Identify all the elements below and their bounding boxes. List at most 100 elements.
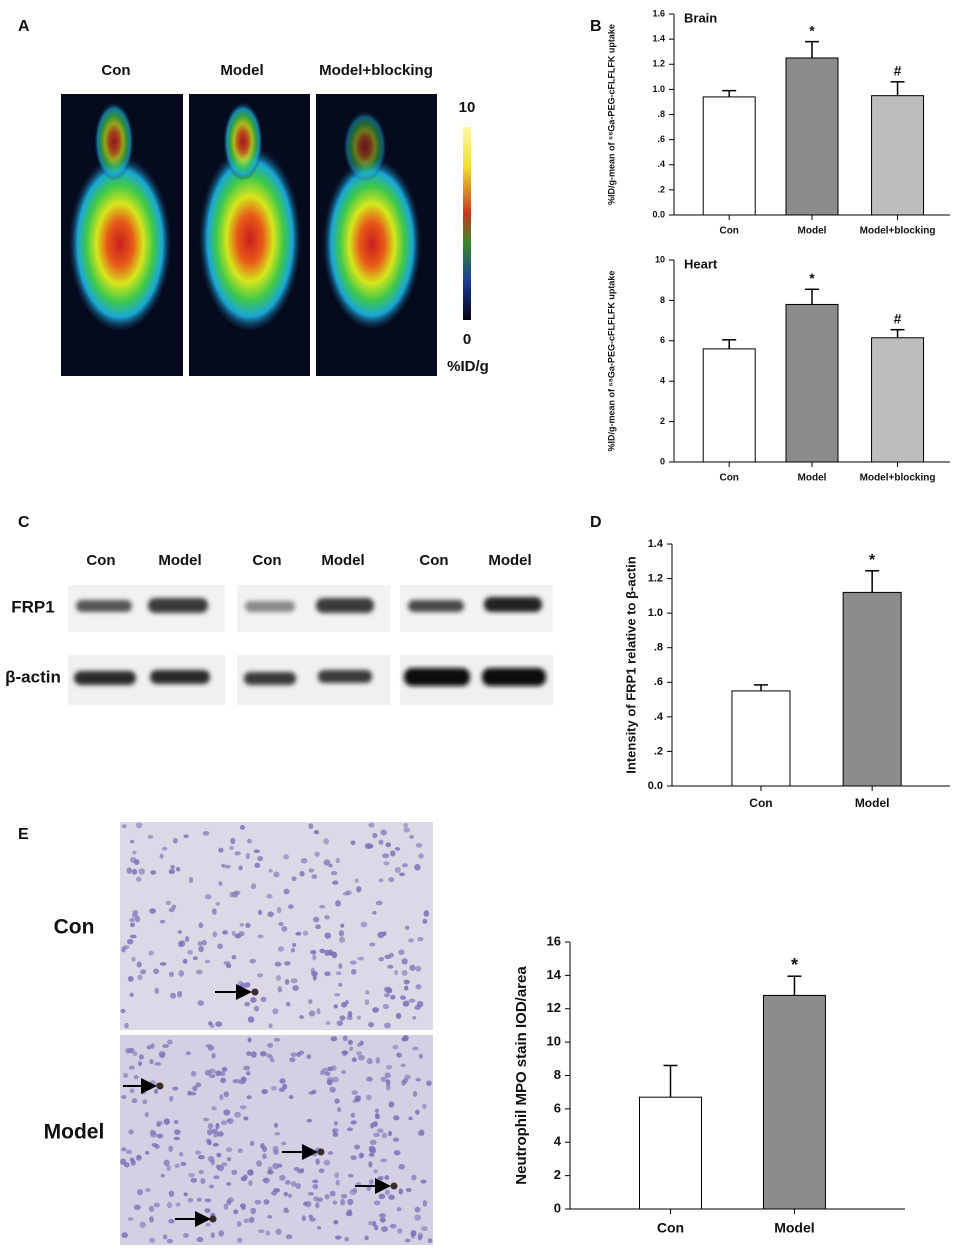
- y-tick-label: .8: [654, 642, 663, 654]
- significance-mark: #: [894, 310, 902, 326]
- cell: [347, 1039, 353, 1045]
- cell: [419, 1129, 425, 1136]
- cell: [133, 859, 140, 865]
- cell: [341, 1001, 348, 1008]
- cell: [386, 986, 392, 992]
- cell: [215, 902, 221, 906]
- cell: [400, 1063, 406, 1068]
- cell: [208, 1021, 213, 1026]
- cell: [354, 878, 359, 883]
- cell: [418, 1053, 423, 1059]
- cell: [319, 1070, 325, 1076]
- cell: [380, 1218, 385, 1223]
- x-tick-label: Con: [657, 1220, 684, 1236]
- cell: [308, 1010, 316, 1017]
- cell: [328, 949, 333, 956]
- cell: [196, 1197, 202, 1202]
- cell: [287, 904, 294, 910]
- cell: [166, 1202, 173, 1209]
- cell: [261, 1089, 268, 1095]
- cell: [392, 1137, 400, 1142]
- cell: [347, 1209, 353, 1214]
- cell: [351, 969, 357, 975]
- cell: [396, 1207, 402, 1212]
- cell: [137, 1061, 143, 1067]
- cell: [190, 1070, 197, 1077]
- cell: [380, 1158, 388, 1163]
- cell: [325, 1021, 331, 1025]
- cell: [283, 888, 290, 895]
- chart-title: Brain: [684, 10, 717, 25]
- y-axis-label: %ID/g-mean of ⁶⁸Ga-PEG-cFLFLFK uptake: [606, 24, 616, 205]
- cell: [220, 1071, 226, 1077]
- cell: [385, 1064, 393, 1070]
- y-tick-label: 10: [547, 1034, 561, 1049]
- cell: [273, 1122, 279, 1128]
- cell: [347, 1198, 354, 1206]
- cell: [334, 1235, 342, 1240]
- cell: [366, 843, 374, 849]
- cell: [168, 869, 176, 875]
- cell: [401, 863, 408, 868]
- cell: [319, 948, 326, 954]
- significance-mark: #: [894, 63, 902, 79]
- cell: [188, 877, 194, 883]
- cell: [253, 849, 261, 854]
- cell: [163, 1159, 170, 1167]
- y-tick-label: 16: [547, 933, 561, 948]
- cell: [262, 1178, 269, 1182]
- cell: [127, 1217, 134, 1221]
- band: [74, 671, 136, 685]
- stained-cell: [209, 1215, 217, 1223]
- cell: [388, 877, 395, 883]
- cell: [332, 1076, 339, 1083]
- cell: [153, 968, 160, 975]
- cell: [247, 838, 252, 844]
- cell: [170, 992, 177, 999]
- cell: [414, 1004, 421, 1011]
- cell: [129, 922, 136, 928]
- cell: [365, 1094, 372, 1101]
- cell: [246, 1071, 251, 1076]
- cell: [265, 1230, 271, 1236]
- y-tick-label: 4: [660, 376, 665, 386]
- cell: [384, 1072, 391, 1079]
- cell: [136, 961, 142, 968]
- pet-signal: [343, 109, 387, 181]
- cell: [207, 1155, 215, 1163]
- cell: [132, 910, 138, 914]
- cell: [128, 1129, 134, 1135]
- cell: [134, 915, 141, 923]
- cell: [172, 838, 178, 844]
- y-tick-label: 0: [660, 456, 665, 466]
- cell: [234, 1111, 241, 1118]
- cell: [169, 1095, 174, 1102]
- band: [150, 670, 210, 684]
- cell: [295, 931, 302, 936]
- cell: [173, 1129, 181, 1135]
- lane-label: Con: [252, 552, 281, 569]
- cell: [317, 1225, 322, 1230]
- cell: [128, 1065, 135, 1070]
- cell: [246, 1095, 252, 1100]
- cell: [402, 1034, 409, 1042]
- cell: [206, 1129, 213, 1136]
- cell: [204, 959, 211, 964]
- y-tick-label: .2: [654, 745, 663, 757]
- bar: [785, 303, 839, 463]
- cell: [247, 1169, 254, 1176]
- cell: [330, 870, 338, 876]
- cell: [216, 1152, 222, 1158]
- cell: [326, 1076, 334, 1084]
- cell: [364, 1235, 369, 1241]
- cell: [263, 1199, 270, 1205]
- cell: [324, 914, 330, 920]
- cell: [415, 1109, 420, 1115]
- cell: [188, 1173, 195, 1178]
- y-tick-label: 2: [660, 416, 665, 426]
- cell: [149, 1216, 154, 1223]
- cell: [312, 954, 317, 961]
- cell: [414, 864, 421, 871]
- colorbar-unit: %ID/g: [447, 358, 489, 375]
- cell: [341, 1069, 346, 1075]
